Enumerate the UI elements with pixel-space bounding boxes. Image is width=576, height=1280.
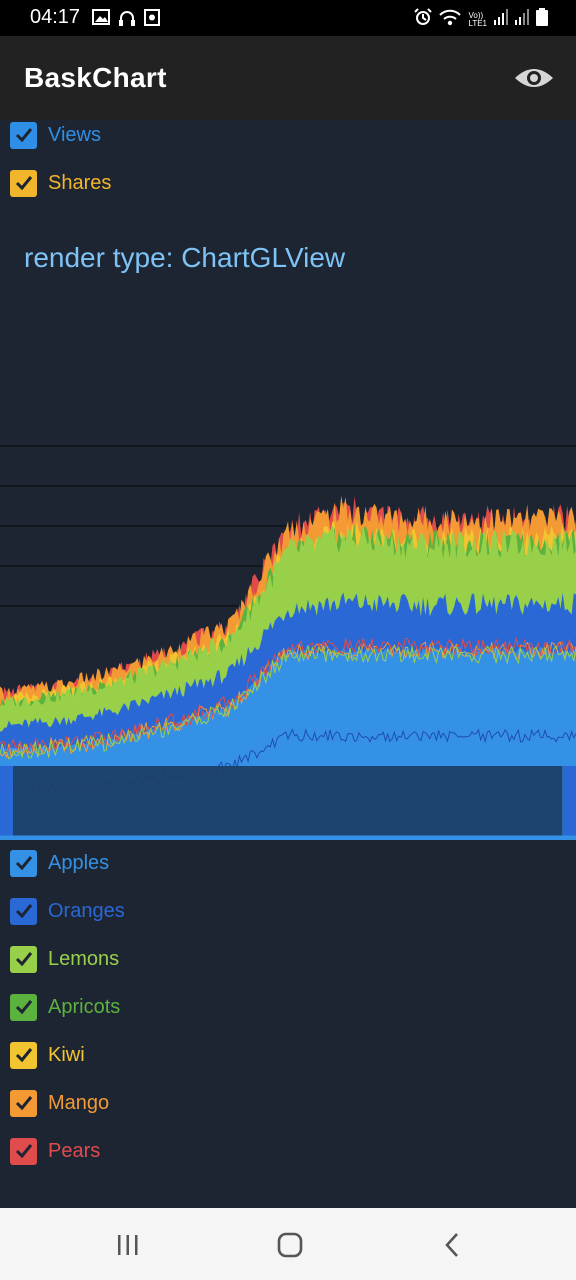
checkbox-label: Lemons: [48, 947, 120, 970]
chart-series-line: [0, 636, 576, 756]
checkbox-box[interactable]: [10, 121, 37, 149]
check-icon: [15, 856, 32, 871]
wifi-icon: [439, 8, 462, 31]
checkbox-label: Views: [48, 123, 101, 146]
system-nav-bar: [0, 1208, 576, 1280]
headphones-icon: [118, 9, 136, 32]
checkbox-kiwi[interactable]: Kiwi: [10, 1040, 85, 1070]
app-title: BaskChart: [24, 62, 167, 93]
eye-icon: [515, 69, 553, 87]
check-icon: [15, 176, 32, 191]
check-icon: [15, 128, 32, 143]
checkbox-box[interactable]: [10, 849, 37, 877]
eye-button[interactable]: [512, 64, 556, 92]
check-icon: [15, 1048, 32, 1063]
chart[interactable]: [0, 444, 576, 840]
chart-navigator-window[interactable]: [13, 766, 563, 836]
status-time: 04:17: [30, 6, 81, 28]
checkbox-lemons[interactable]: Lemons: [10, 944, 119, 974]
checkbox-box[interactable]: [10, 169, 37, 197]
alarm-icon: [414, 8, 433, 31]
status-bar: 04:17 Vo)) LTE1: [0, 0, 576, 36]
volte-icon: Vo)) LTE1: [468, 10, 487, 28]
checkbox-views[interactable]: Views: [10, 120, 101, 150]
checkbox-box[interactable]: [10, 1041, 37, 1069]
status-right-icons: Vo)) LTE1: [414, 8, 548, 31]
checkbox-box[interactable]: [10, 1137, 37, 1165]
media-icon: [144, 9, 160, 32]
checkbox-label: Apricots: [48, 995, 121, 1018]
home-button[interactable]: [270, 1228, 310, 1262]
checkbox-box[interactable]: [10, 945, 37, 973]
check-icon: [15, 904, 32, 919]
chart-navigator-left-handle: [0, 766, 13, 836]
checkbox-mango[interactable]: Mango: [10, 1088, 109, 1118]
recent-apps-button[interactable]: [108, 1228, 148, 1262]
home-icon: [277, 1232, 303, 1258]
checkbox-box[interactable]: [10, 1089, 37, 1117]
app-bar: BaskChart: [0, 36, 576, 120]
checkbox-label: Shares: [48, 171, 112, 194]
recent-apps-icon: [118, 1235, 138, 1255]
checkbox-apples[interactable]: Apples: [10, 848, 109, 878]
signal-icon: [515, 9, 529, 30]
chart-navigator-right-handle: [563, 766, 576, 836]
check-icon: [15, 952, 32, 967]
checkbox-apricots[interactable]: Apricots: [10, 992, 120, 1022]
check-icon: [15, 1096, 32, 1111]
status-left-icons: [92, 9, 160, 32]
check-icon: [15, 1144, 32, 1159]
checkbox-label: Kiwi: [48, 1043, 85, 1066]
chart-series-line: [0, 645, 576, 760]
checkbox-pears[interactable]: Pears: [10, 1136, 100, 1166]
image-icon: [92, 9, 110, 32]
checkbox-label: Mango: [48, 1091, 110, 1114]
checkbox-label: Pears: [48, 1139, 101, 1162]
back-button[interactable]: [432, 1228, 472, 1262]
render-type-label: render type: ChartGLView: [24, 242, 346, 273]
checkbox-label: Oranges: [48, 899, 125, 922]
checkbox-oranges[interactable]: Oranges: [10, 896, 125, 926]
signal-icon: [494, 9, 508, 30]
checkbox-label: Apples: [48, 851, 110, 874]
chart-svg: [0, 444, 576, 840]
back-icon: [445, 1233, 458, 1257]
battery-icon: [536, 8, 548, 31]
checkbox-box[interactable]: [10, 897, 37, 925]
checkbox-shares[interactable]: Shares: [10, 168, 111, 198]
checkbox-box[interactable]: [10, 993, 37, 1021]
check-icon: [15, 1000, 32, 1015]
